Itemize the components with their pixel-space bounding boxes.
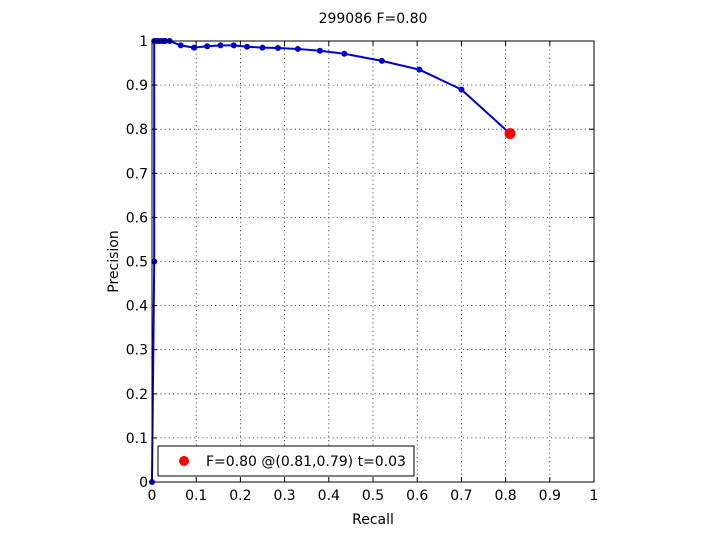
y-tick-label: 0.1	[126, 431, 148, 447]
series-point	[230, 42, 237, 49]
y-axis-label: Precision	[106, 230, 122, 292]
x-tick-label: 0.3	[273, 488, 295, 504]
series-point	[190, 44, 197, 51]
series-point	[316, 47, 323, 54]
y-tick-label: 0	[139, 475, 148, 491]
series-point	[274, 45, 281, 52]
y-tick-labels: 0 0.1 0.2 0.3 0.4 0.5 0.6 0.7 0.8 0.9 1	[126, 34, 148, 491]
y-tick-label: 0.8	[126, 122, 148, 138]
x-tick-labels: 0 0.1 0.2 0.3 0.4 0.5 0.6 0.7 0.8 0.9 1	[148, 488, 599, 504]
chart-title: 299086 F=0.80	[319, 11, 428, 27]
series-point	[341, 50, 348, 57]
series-point	[244, 43, 251, 50]
legend: F=0.80 @(0.81,0.79) t=0.03	[157, 445, 415, 477]
y-tick-label: 0.9	[126, 78, 148, 94]
x-tick-label: 0.7	[450, 488, 472, 504]
legend-box	[157, 445, 415, 477]
series-point	[217, 42, 224, 49]
y-tick-label: 0.4	[126, 299, 148, 315]
y-tick-label: 0.5	[126, 255, 148, 271]
series-point	[458, 86, 465, 93]
y-tick-label: 0.6	[126, 210, 148, 226]
x-tick-label: 0.5	[362, 488, 384, 504]
x-tick-label: 0.8	[494, 488, 516, 504]
series-point	[259, 44, 266, 51]
x-axis-label: Recall	[352, 512, 394, 528]
x-tick-label: 1	[590, 488, 599, 504]
x-tick-label: 0.4	[318, 488, 340, 504]
highlight-layer	[504, 128, 516, 140]
series-point	[416, 66, 423, 73]
x-tick-label: 0.6	[406, 488, 428, 504]
x-tick-label: 0.1	[185, 488, 207, 504]
ticks	[151, 40, 595, 483]
y-tick-label: 0.3	[126, 343, 148, 359]
plot-area	[152, 41, 594, 482]
series-point	[294, 45, 301, 52]
x-tick-label: 0.2	[229, 488, 251, 504]
best-f-point	[504, 128, 516, 140]
y-tick-label: 0.2	[126, 387, 148, 403]
x-tick-label: 0.9	[539, 488, 561, 504]
y-tick-label: 0.7	[126, 166, 148, 182]
legend-marker	[179, 456, 189, 466]
series-point	[204, 43, 211, 50]
y-tick-label: 1	[139, 34, 148, 50]
series-point	[177, 42, 184, 49]
series-point	[378, 57, 385, 64]
x-tick-label: 0	[148, 488, 157, 504]
legend-label: F=0.80 @(0.81,0.79) t=0.03	[206, 454, 406, 470]
